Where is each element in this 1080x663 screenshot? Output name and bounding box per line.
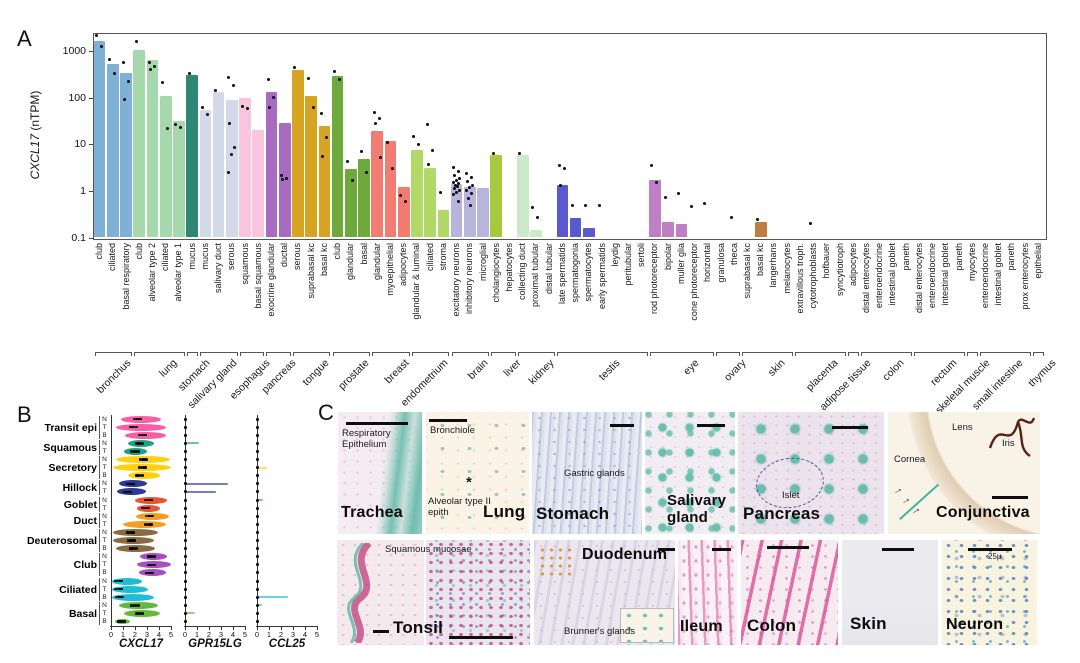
scale-bar — [429, 419, 467, 422]
scale-bar — [449, 636, 513, 639]
tissue-annotation: epith — [428, 507, 449, 518]
scale-bar — [992, 496, 1028, 499]
tissue-annotation: Squamous mucosae — [385, 544, 472, 555]
tissue-annotation: Brunner's glands — [564, 626, 635, 637]
histology-tile-tonsil: Squamous mucosae Tonsil — [337, 540, 530, 645]
scale-bar — [373, 630, 389, 633]
tile-label: Conjunctiva — [936, 504, 1030, 521]
panel-b-letter: B — [17, 402, 32, 427]
tile-label: Stomach — [536, 504, 610, 523]
tile-label: Trachea — [341, 504, 403, 521]
scale-bar — [712, 548, 731, 551]
scale-text: 25µ — [988, 552, 1002, 561]
tile-label: Neuron — [946, 616, 1004, 633]
scale-bar — [658, 548, 675, 551]
histology-tile-conjunctiva: → → → Lens Iris Cornea Conjunctiva — [888, 412, 1040, 534]
tile-label: Ileum — [680, 618, 723, 635]
tissue-annotation: Bronchiole — [430, 425, 475, 436]
panel-c-letter: C — [318, 400, 334, 425]
tile-label: Colon — [747, 616, 797, 635]
brunners-glands-inset — [620, 608, 674, 643]
tissue-annotation: Lens — [952, 422, 973, 433]
scale-bar — [968, 548, 1012, 551]
histology-tile-salivary-gland: Salivary gland — [645, 412, 735, 534]
scale-bar — [832, 426, 868, 429]
scale-bar — [767, 546, 809, 549]
tonsil-epithelium-ribbon — [346, 543, 372, 643]
pointer-arrow-icon: → — [907, 501, 924, 519]
histology-tile-lung: Bronchiole Alveolar type II epith * Lung — [426, 412, 529, 534]
scale-bar — [697, 424, 725, 427]
histology-tile-colon: Colon — [741, 540, 838, 645]
tissue-annotation: Islet — [782, 490, 800, 501]
tissue-annotation: Gastric glands — [564, 468, 625, 479]
histology-tile-stomach: Gastric glands Stomach — [532, 412, 642, 534]
tissue-annotation: Alveolar type II — [428, 496, 491, 507]
tonsil-left-image — [337, 540, 424, 645]
histology-tile-ileum: Ileum — [678, 540, 737, 645]
tile-label: Skin — [850, 614, 887, 633]
scale-bar — [882, 548, 914, 551]
bar-chart-plot-area — [93, 33, 1047, 240]
panel-a-letter: A — [17, 26, 32, 51]
tile-label: gland — [667, 509, 708, 526]
histology-tile-trachea: Respiratory Epithelium Trachea — [338, 412, 422, 534]
iris-pigment-drawing — [988, 417, 1036, 457]
tile-label: Lung — [483, 502, 526, 521]
stain-specks — [538, 546, 572, 576]
histology-tile-duodenum: Brunner's glands Duodenum — [534, 540, 675, 645]
histology-tile-skin: Skin — [842, 540, 938, 645]
tonsil-right-image — [426, 540, 530, 645]
tile-label: Pancreas — [743, 504, 821, 523]
scale-bar — [610, 424, 634, 427]
tissue-annotation: Cornea — [894, 454, 926, 465]
tile-label: Salivary — [667, 492, 727, 509]
tile-label: Tonsil — [393, 618, 443, 637]
histology-tile-neuron: 25µ Neuron — [942, 540, 1037, 645]
tile-label: Duodenum — [582, 546, 668, 563]
tissue-annotation: * — [466, 474, 472, 491]
histology-tile-pancreas: Islet Pancreas — [738, 412, 884, 534]
tissue-annotation: Iris — [1002, 438, 1015, 449]
tissue-annotation: Epithelium — [342, 439, 387, 450]
tissue-annotation: Respiratory — [342, 428, 391, 439]
scale-bar — [346, 422, 408, 425]
